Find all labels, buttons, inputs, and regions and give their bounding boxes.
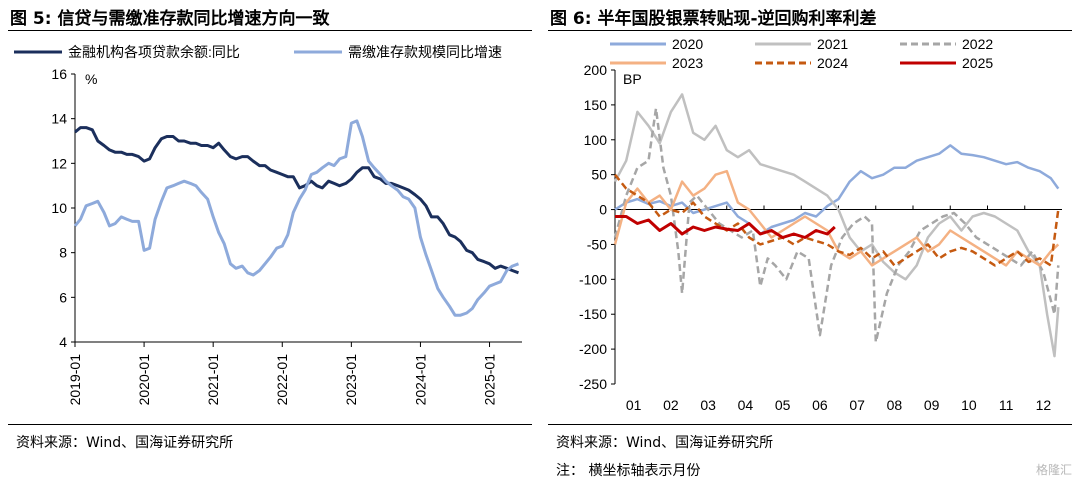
y-tick-label: 8 [59,245,67,261]
x-tick-label: 2022-01 [274,354,290,406]
series-line-2021 [613,93,1060,358]
x-tick-label: 06 [812,397,828,413]
title-rule [548,30,1072,31]
x-tick-label: 2025-01 [481,354,497,406]
legend-label: 金融机构各项贷款余额:同比 [68,44,240,60]
x-tick-label: 10 [961,397,977,413]
legend-label: 需缴准存款规模同比增速 [348,44,502,60]
x-tick-label: 2023-01 [343,354,359,406]
legend-label: 2024 [817,55,848,71]
y-tick-label: -250 [579,376,607,392]
series-line-2025 [615,215,836,239]
y-tick-label: 16 [51,66,67,82]
legend-label: 2025 [962,55,993,71]
y-unit-label: BP [623,71,642,87]
series-line-2022 [613,107,1060,344]
x-tick-label: 04 [738,397,754,413]
x-tick-label: 03 [700,397,716,413]
legend-label: 2021 [817,36,848,52]
x-tick-label: 2019-01 [67,354,83,406]
x-tick-label: 01 [626,397,642,413]
y-tick-label: 10 [51,200,67,216]
y-tick-label: 150 [584,97,608,113]
y-tick-label: -50 [587,236,607,252]
legend-label: 2023 [672,55,703,71]
y-tick-label: 14 [51,111,67,127]
y-tick-label: 0 [599,202,607,218]
y-tick-label: -100 [579,271,607,287]
y-tick-label: -200 [579,341,607,357]
credit-deposit-line-chart: 4 6 8 10 12 14 16 % 2019-01 2020-01 2021-01 2022-01… [14,44,522,406]
x-tick-label: 05 [775,397,791,413]
figure-6-title: 图 6: 半年国股银票转贴现-逆回购利率利差 [550,9,877,29]
source-rule [8,424,532,425]
y-tick-label: -150 [579,306,607,322]
x-tick-label: 09 [924,397,940,413]
legend-label: 2022 [962,36,993,52]
y-tick-label: 200 [584,62,608,78]
y-unit-label: % [85,71,97,87]
figure-6-panel: 图 6: 半年国股银票转贴现-逆回购利率利差 -250 -200 -150 -100 -… [540,0,1080,484]
figure-5-panel: 图 5: 信贷与需缴准存款同比增速方向一致 4 6 8 10 12 14 16% 2019-0… [8,9,532,451]
x-tick-label: 12 [1036,397,1052,413]
legend-label: 2020 [672,36,703,52]
y-tick-label: 6 [59,289,67,305]
y-tick-label: 50 [591,167,607,183]
figure-6-note: 注： 横坐标轴表示月份 [556,463,701,479]
x-tick-label: 2020-01 [136,354,152,406]
figure-6-source: 资料来源：Wind、国海证券研究所 [556,435,774,451]
series-line-deposits [73,119,520,317]
x-tick-label: 2021-01 [205,354,221,406]
x-tick-label: 08 [887,397,903,413]
source-rule [548,424,1072,425]
title-rule [8,30,532,31]
y-tick-label: 4 [59,334,67,350]
x-tick-label: 07 [849,397,865,413]
x-tick-label: 02 [663,397,679,413]
series-line-loans [74,126,520,275]
series-line-2020 [614,144,1060,236]
watermark-logo: 格隆汇 [1035,463,1072,477]
figure-5-source: 资料来源：Wind、国海证券研究所 [16,435,234,451]
y-tick-label: 12 [51,155,67,171]
figure-5-title: 图 5: 信贷与需缴准存款同比增速方向一致 [10,9,330,29]
x-tick-label: 11 [999,397,1014,413]
series-line-2024 [614,173,1060,267]
x-tick-label: 2024-01 [412,354,428,406]
y-tick-label: 100 [584,132,608,148]
